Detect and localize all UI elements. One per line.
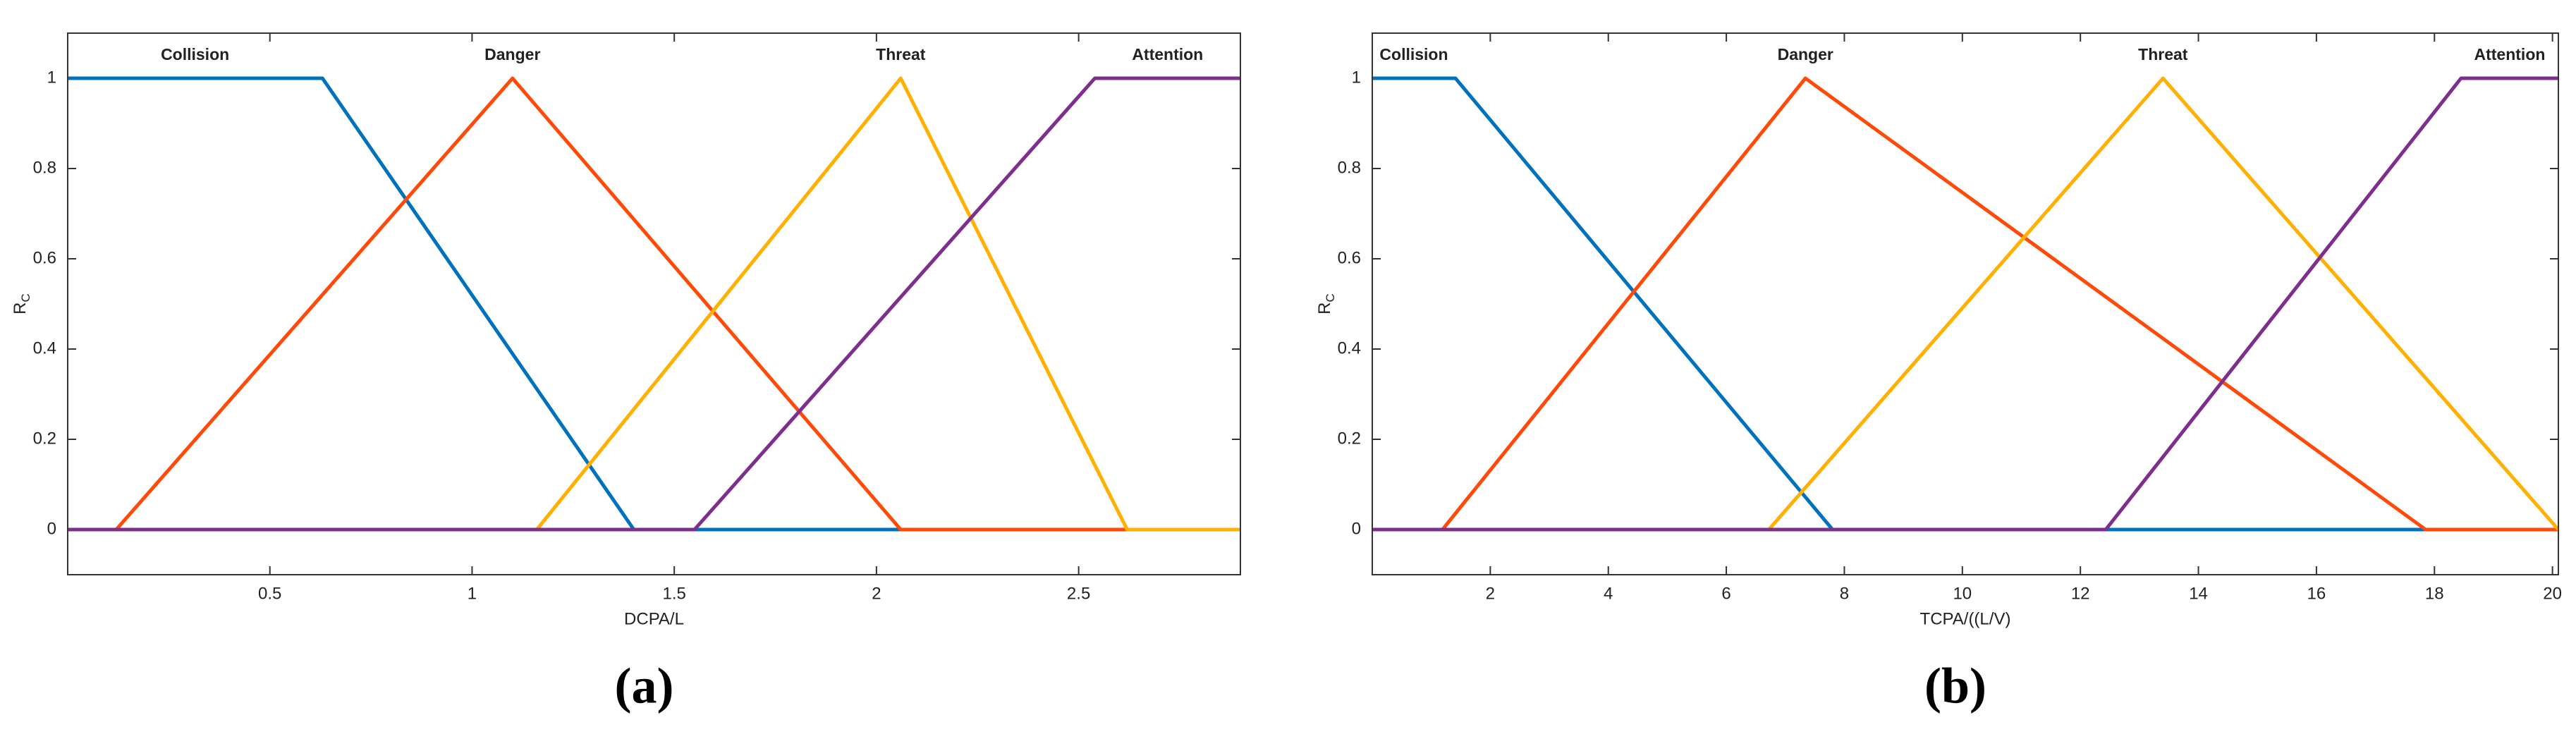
y-tick-label: 0.2 <box>1338 429 1361 448</box>
axes-box <box>1372 32 2559 575</box>
series-label: Threat <box>2138 45 2188 63</box>
series-line <box>68 76 1240 532</box>
series-label: Threat <box>876 45 926 63</box>
x-tick-label: 20 <box>2543 584 2562 603</box>
x-tick-label: 2 <box>872 584 881 603</box>
series-line <box>68 76 1240 532</box>
series-label: Attention <box>1132 45 1203 63</box>
x-tick-label: 6 <box>1721 584 1730 603</box>
y-tick-label: 0.6 <box>1338 248 1361 267</box>
caption: (b) <box>1924 658 1986 714</box>
series-line <box>68 76 1240 532</box>
x-tick-label: 8 <box>1840 584 1849 603</box>
series-line <box>68 76 1240 532</box>
x-tick-label: 2.5 <box>1067 584 1090 603</box>
series-label: Collision <box>161 45 229 63</box>
chart: 2 4 6 8 10 12 14 16 18 20 0 0.2 0.4 0.6 0.8 1 Collision D… <box>1315 32 2562 714</box>
y-axis-label-main: R <box>1315 302 1334 314</box>
caption: (a) <box>615 658 674 714</box>
y-tick-label: 0.8 <box>33 158 56 177</box>
y-tick-label: 0.6 <box>33 248 56 267</box>
series-label: Collision <box>1379 45 1448 63</box>
y-axis-label-main: R <box>11 302 30 314</box>
series-label: Danger <box>484 45 540 63</box>
x-axis-label: DCPA/L <box>624 609 684 628</box>
y-tick-label: 0.2 <box>33 429 56 448</box>
y-axis-label: RC <box>1315 293 1337 314</box>
y-tick-label: 0.8 <box>1338 158 1361 177</box>
y-tick-label: 0 <box>1352 519 1361 538</box>
x-tick-label: 1 <box>468 584 477 603</box>
x-tick-label: 12 <box>2071 584 2090 603</box>
y-tick-label: 0 <box>47 519 56 538</box>
y-axis-label-sub: C <box>1324 293 1337 302</box>
series-label: Danger <box>1778 45 1833 63</box>
y-tick-label: 1 <box>1352 68 1361 87</box>
y-tick-label: 1 <box>47 68 56 87</box>
y-tick-label: 0.4 <box>33 338 56 358</box>
chart: 0.5 1 1.5 2 2.5 0 0.2 0.4 0.6 0.8 1 Collision Danger… <box>11 32 1241 714</box>
x-tick-label: 1.5 <box>662 584 685 603</box>
series-label: Attention <box>2474 45 2546 63</box>
x-tick-label: 0.5 <box>258 584 281 603</box>
y-tick-label: 0.4 <box>1338 338 1361 358</box>
x-axis-label: TCPA/((L/V) <box>1920 609 2011 628</box>
x-tick-label: 10 <box>1953 584 1972 603</box>
x-tick-label: 2 <box>1486 584 1495 603</box>
x-tick-label: 16 <box>2307 584 2326 603</box>
series-line <box>1372 76 2558 532</box>
series-line <box>1372 76 2558 532</box>
y-axis-label-sub: C <box>19 293 32 302</box>
series-line <box>1372 76 2558 532</box>
x-tick-label: 4 <box>1604 584 1613 603</box>
axes-box <box>67 32 1241 575</box>
y-axis-label: RC <box>11 293 32 314</box>
x-tick-label: 18 <box>2425 584 2444 603</box>
x-tick-label: 14 <box>2189 584 2208 603</box>
